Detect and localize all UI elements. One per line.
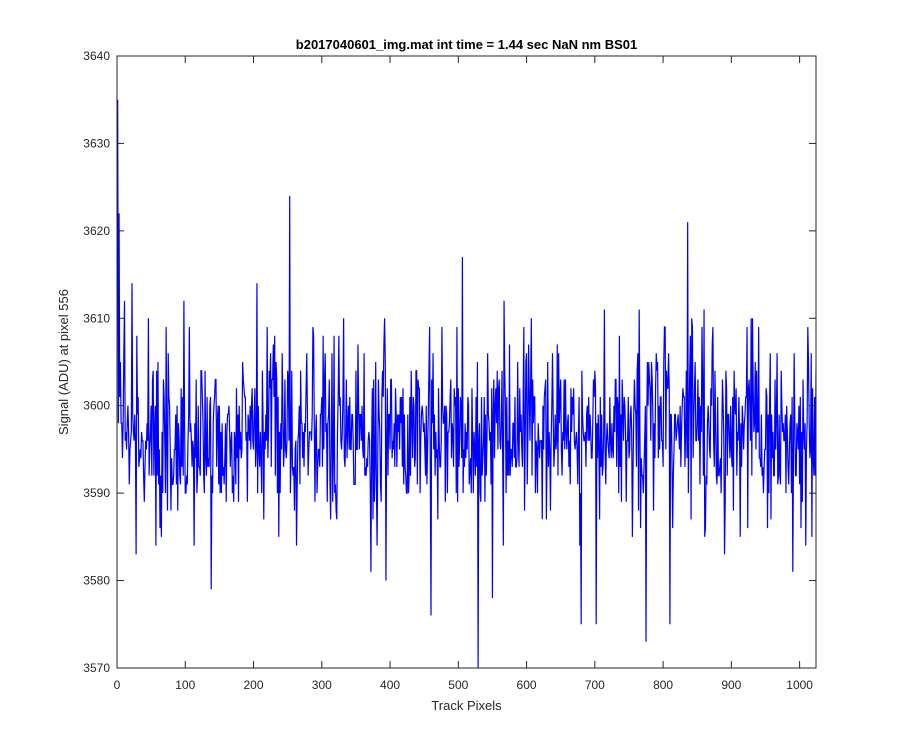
axes-box [116,55,817,669]
ticks-layer: 0 100 200 300 400 500 600 700 800 900 1000 3570 3580… [83,49,816,692]
y-tick-label: 3620 [83,224,110,238]
x-tick-label: 700 [585,678,605,692]
x-tick-label: 300 [312,678,332,692]
x-tick-label: 600 [517,678,537,692]
series-layer [117,99,816,668]
y-tick-label: 3580 [83,574,110,588]
y-tick-label: 3640 [83,49,110,63]
x-tick-label: 800 [653,678,673,692]
y-tick-label: 3590 [83,486,110,500]
x-tick-label: 1000 [786,678,813,692]
x-tick-label: 100 [175,678,195,692]
x-tick-label: 900 [721,678,741,692]
x-tick-label: 500 [448,678,468,692]
x-tick-label: 200 [244,678,264,692]
x-axis-label: Track Pixels [431,698,502,713]
series-line [117,99,816,668]
x-tick-label: 0 [114,678,121,692]
y-tick-label: 3600 [83,399,110,413]
y-tick-label: 3630 [83,136,110,150]
chart-title: b2017040601_img.mat int time = 1.44 sec … [296,37,637,52]
x-tick-label: 400 [380,678,400,692]
plot-area-background [117,56,816,668]
y-tick-label: 3610 [83,311,110,325]
y-axis-label: Signal (ADU) at pixel 556 [56,289,71,435]
y-tick-label: 3570 [83,661,110,675]
